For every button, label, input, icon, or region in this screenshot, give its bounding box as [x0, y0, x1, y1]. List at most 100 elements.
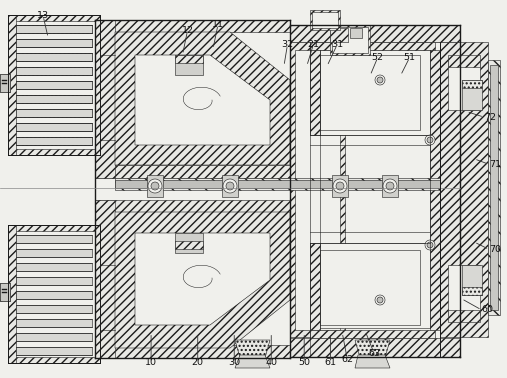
- Bar: [310, 243, 435, 328]
- Bar: [175, 55, 203, 75]
- Text: 52: 52: [372, 53, 384, 62]
- Bar: [115, 178, 440, 190]
- Bar: [490, 65, 498, 310]
- Polygon shape: [290, 282, 310, 357]
- Circle shape: [427, 242, 433, 248]
- Circle shape: [377, 77, 383, 83]
- Bar: [115, 180, 440, 188]
- Bar: [16, 67, 92, 75]
- Bar: [175, 233, 203, 253]
- Bar: [8, 149, 100, 155]
- Bar: [320, 55, 420, 130]
- Bar: [8, 225, 16, 363]
- Text: 32: 32: [281, 40, 294, 49]
- Bar: [462, 80, 482, 88]
- Polygon shape: [290, 25, 460, 42]
- Bar: [222, 175, 238, 197]
- Bar: [16, 95, 92, 103]
- Polygon shape: [310, 330, 435, 338]
- Text: 70: 70: [489, 245, 501, 254]
- Bar: [8, 357, 100, 363]
- Polygon shape: [115, 212, 290, 348]
- Text: 50: 50: [298, 358, 310, 367]
- Circle shape: [425, 240, 435, 250]
- Circle shape: [336, 182, 344, 190]
- Bar: [16, 137, 92, 145]
- Text: 60: 60: [482, 305, 494, 314]
- Bar: [8, 225, 100, 363]
- Polygon shape: [290, 25, 460, 42]
- Text: 20: 20: [192, 358, 204, 367]
- Bar: [0, 283, 10, 301]
- Polygon shape: [310, 50, 320, 135]
- Bar: [330, 25, 370, 55]
- Bar: [16, 95, 92, 103]
- Text: 62: 62: [341, 355, 353, 364]
- Bar: [16, 235, 92, 243]
- Bar: [462, 265, 482, 295]
- Text: 63: 63: [368, 349, 380, 358]
- Bar: [462, 287, 482, 295]
- Circle shape: [386, 182, 394, 190]
- Text: 13: 13: [37, 11, 49, 20]
- Bar: [175, 241, 203, 249]
- Bar: [16, 123, 92, 131]
- Bar: [382, 175, 398, 197]
- Polygon shape: [95, 200, 115, 358]
- Bar: [295, 50, 340, 330]
- Circle shape: [375, 295, 385, 305]
- Bar: [16, 305, 92, 313]
- Bar: [16, 53, 92, 61]
- Polygon shape: [310, 243, 320, 330]
- Bar: [310, 50, 435, 135]
- Polygon shape: [115, 32, 290, 165]
- Bar: [16, 137, 92, 145]
- Bar: [330, 28, 348, 42]
- Bar: [350, 28, 362, 38]
- Bar: [16, 109, 92, 117]
- Polygon shape: [355, 340, 390, 358]
- Bar: [448, 265, 480, 315]
- Bar: [448, 55, 480, 67]
- Bar: [0, 74, 10, 92]
- Bar: [16, 81, 92, 89]
- Bar: [16, 39, 92, 47]
- Bar: [290, 42, 345, 337]
- Polygon shape: [440, 25, 460, 357]
- Bar: [448, 60, 480, 110]
- Polygon shape: [235, 340, 270, 358]
- Text: 31: 31: [331, 40, 343, 49]
- Bar: [16, 347, 92, 355]
- Bar: [16, 53, 92, 61]
- Bar: [16, 67, 92, 75]
- Text: 72: 72: [484, 113, 496, 122]
- Text: 71: 71: [489, 160, 501, 169]
- Circle shape: [148, 179, 162, 193]
- Bar: [16, 263, 92, 271]
- Bar: [16, 277, 92, 285]
- Bar: [175, 55, 203, 63]
- Polygon shape: [95, 20, 115, 178]
- Text: 40: 40: [265, 358, 277, 367]
- Bar: [440, 42, 488, 337]
- Circle shape: [333, 179, 347, 193]
- Bar: [8, 225, 100, 231]
- Bar: [16, 109, 92, 117]
- Polygon shape: [135, 55, 270, 145]
- Bar: [332, 175, 348, 197]
- Bar: [16, 249, 92, 257]
- Bar: [16, 25, 92, 33]
- Bar: [448, 310, 480, 322]
- Polygon shape: [290, 25, 310, 100]
- Bar: [0, 283, 10, 301]
- Polygon shape: [355, 355, 390, 368]
- Bar: [16, 81, 92, 89]
- Text: 11: 11: [212, 20, 224, 29]
- Bar: [16, 39, 92, 47]
- Circle shape: [427, 137, 433, 143]
- Polygon shape: [290, 340, 460, 357]
- Circle shape: [151, 182, 159, 190]
- Bar: [16, 333, 92, 341]
- Bar: [16, 25, 92, 33]
- Bar: [8, 15, 16, 155]
